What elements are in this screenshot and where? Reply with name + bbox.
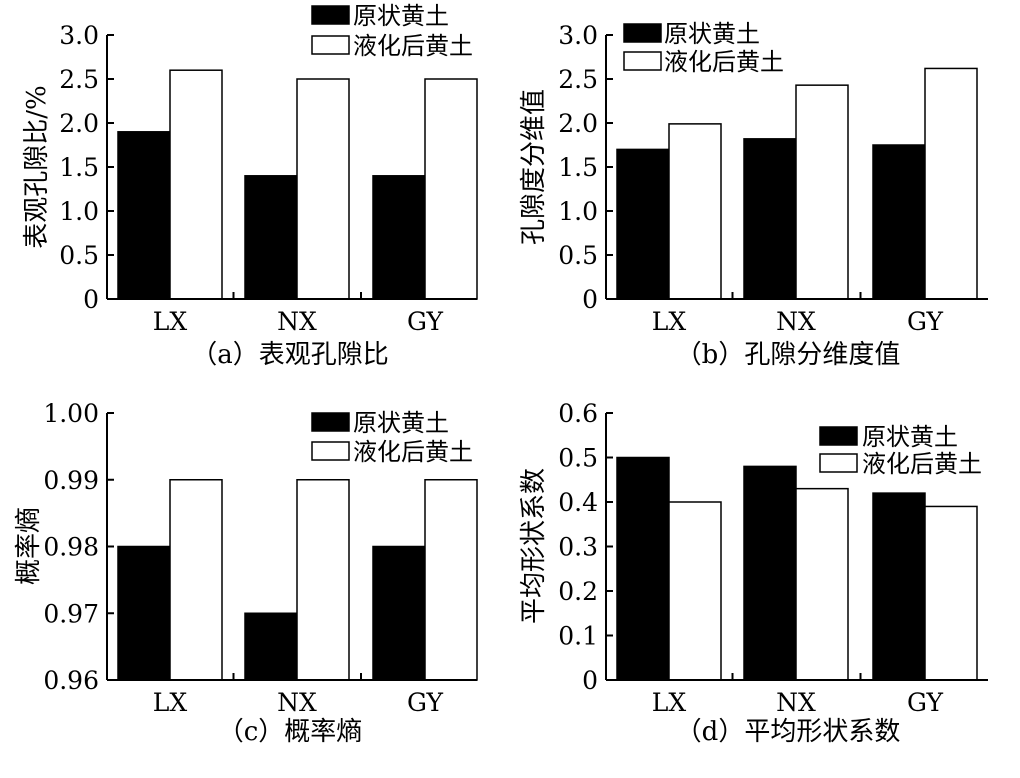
bar-nx-undisturbed <box>743 465 797 681</box>
legend-label-liquefied: 液化后黄土 <box>664 48 784 76</box>
y-tick-label: 0.98 <box>43 533 99 562</box>
bar-gy-undisturbed <box>372 545 426 681</box>
bar-nx-liquefied <box>296 78 350 300</box>
legend-swatch-undisturbed <box>623 23 662 43</box>
x-tick-label: GY <box>907 688 944 717</box>
bar-lx-liquefied <box>169 479 223 681</box>
bar-lx-liquefied <box>668 501 722 681</box>
legend-label-liquefied: 液化后黄土 <box>353 32 473 60</box>
bar-nx-undisturbed <box>743 138 797 300</box>
legend-swatch-undisturbed <box>311 5 350 25</box>
y-tick-label: 3.0 <box>558 21 598 50</box>
legend-label-undisturbed: 原状黄土 <box>353 409 449 437</box>
y-tick-label: 2.0 <box>558 109 598 138</box>
bar-lx-undisturbed <box>616 148 670 300</box>
y-tick-label: 1.5 <box>558 153 598 182</box>
legend-swatch-liquefied <box>623 51 662 71</box>
bar-lx-liquefied <box>169 69 223 300</box>
y-tick-label: 2.5 <box>558 65 598 94</box>
bar-gy-undisturbed <box>872 144 926 300</box>
y-axis-title: 平均形状系数 <box>519 468 549 624</box>
y-tick-label: 0 <box>83 285 99 314</box>
x-tick-label: GY <box>407 688 444 717</box>
y-tick-label: 0.4 <box>558 488 598 517</box>
x-tick-label: GY <box>907 307 944 336</box>
bar-nx-liquefied <box>296 479 350 681</box>
bar-nx-undisturbed <box>244 612 298 681</box>
panel-caption: （d）平均形状系数 <box>676 717 901 747</box>
x-tick-label: NX <box>277 688 317 717</box>
y-tick-label: 1.0 <box>558 197 598 226</box>
legend-swatch-liquefied <box>311 35 350 55</box>
bar-nx-undisturbed <box>244 175 298 300</box>
bar-gy-undisturbed <box>372 175 426 300</box>
panel-b: 0 0.5 1.0 1.5 2.0 2.5 3.0 LX NX GY 孔隙度分维值 原状黄土液化后黄土… <box>519 20 988 370</box>
panel-caption: （b）孔隙分维度值 <box>676 340 901 370</box>
y-tick-label: 0.97 <box>43 599 99 628</box>
x-tick-label: NX <box>277 307 317 336</box>
bar-gy-liquefied <box>424 479 478 681</box>
y-tick-label: 2.5 <box>59 65 99 94</box>
legend-label-undisturbed: 原状黄土 <box>862 423 958 451</box>
y-tick-label: 3.0 <box>59 21 99 50</box>
panel-a: 0 0.5 1.0 1.5 2.0 2.5 3.0 LX NX GY 表观孔隙比/% 原状黄土液化后黄… <box>22 2 478 370</box>
y-tick-label: 0 <box>582 285 598 314</box>
y-tick-label: 0.1 <box>558 622 598 651</box>
bar-lx-undisturbed <box>117 131 171 300</box>
bar-gy-liquefied <box>924 505 978 681</box>
x-tick-label: NX <box>776 688 816 717</box>
bar-gy-liquefied <box>424 78 478 300</box>
bar-lx-liquefied <box>668 123 722 300</box>
panel-d: 0 0.1 0.2 0.3 0.4 0.5 0.6 LX NX GY 平均形状系数 原状黄土液化后黄土… <box>519 399 988 747</box>
y-axis-title: 表观孔隙比/% <box>22 85 52 248</box>
y-axis-title: 概率熵 <box>14 507 44 585</box>
y-tick-label: 0.96 <box>43 666 99 695</box>
panel-caption: （c）概率熵 <box>218 717 363 747</box>
legend-swatch-liquefied <box>819 453 858 473</box>
y-tick-label: 0.2 <box>558 577 598 606</box>
legend-swatch-undisturbed <box>819 426 858 446</box>
y-tick-label: 0.5 <box>558 444 598 473</box>
bar-gy-undisturbed <box>872 492 926 681</box>
y-tick-label: 0.5 <box>59 241 99 270</box>
bar-lx-undisturbed <box>616 456 670 681</box>
x-tick-label: LX <box>153 307 188 336</box>
x-tick-label: LX <box>652 307 687 336</box>
legend-label-undisturbed: 原状黄土 <box>664 20 760 48</box>
y-tick-label: 0.5 <box>558 241 598 270</box>
bar-nx-liquefied <box>795 487 849 681</box>
legend-label-undisturbed: 原状黄土 <box>353 2 449 30</box>
y-axis-title: 孔隙度分维值 <box>519 89 549 245</box>
bar-nx-liquefied <box>795 84 849 300</box>
bar-lx-undisturbed <box>117 545 171 681</box>
y-tick-label: 1.00 <box>43 399 99 428</box>
x-tick-label: LX <box>652 688 687 717</box>
legend-swatch-undisturbed <box>311 412 350 432</box>
y-tick-label: 0.3 <box>558 533 598 562</box>
y-tick-label: 0.99 <box>43 466 99 495</box>
y-tick-label: 1.5 <box>59 153 99 182</box>
legend-label-liquefied: 液化后黄土 <box>862 450 982 478</box>
y-tick-label: 2.0 <box>59 109 99 138</box>
x-tick-label: GY <box>407 307 444 336</box>
x-tick-label: LX <box>153 688 188 717</box>
y-tick-label: 1.0 <box>59 197 99 226</box>
y-tick-label: 0 <box>582 666 598 695</box>
panel-caption: （a）表观孔隙比 <box>191 340 389 370</box>
legend-label-liquefied: 液化后黄土 <box>353 438 473 466</box>
legend-swatch-liquefied <box>311 441 350 461</box>
y-tick-label: 0.6 <box>558 399 598 428</box>
x-tick-label: NX <box>776 307 816 336</box>
bar-gy-liquefied <box>924 67 978 300</box>
